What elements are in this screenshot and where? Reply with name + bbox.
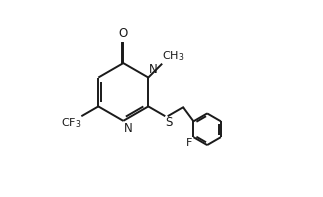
- Text: CH$_3$: CH$_3$: [162, 50, 185, 63]
- Text: O: O: [119, 27, 128, 40]
- Text: CF$_3$: CF$_3$: [61, 117, 81, 130]
- Text: N: N: [124, 122, 133, 135]
- Text: N: N: [149, 63, 158, 76]
- Text: S: S: [165, 116, 172, 129]
- Text: F: F: [186, 138, 192, 148]
